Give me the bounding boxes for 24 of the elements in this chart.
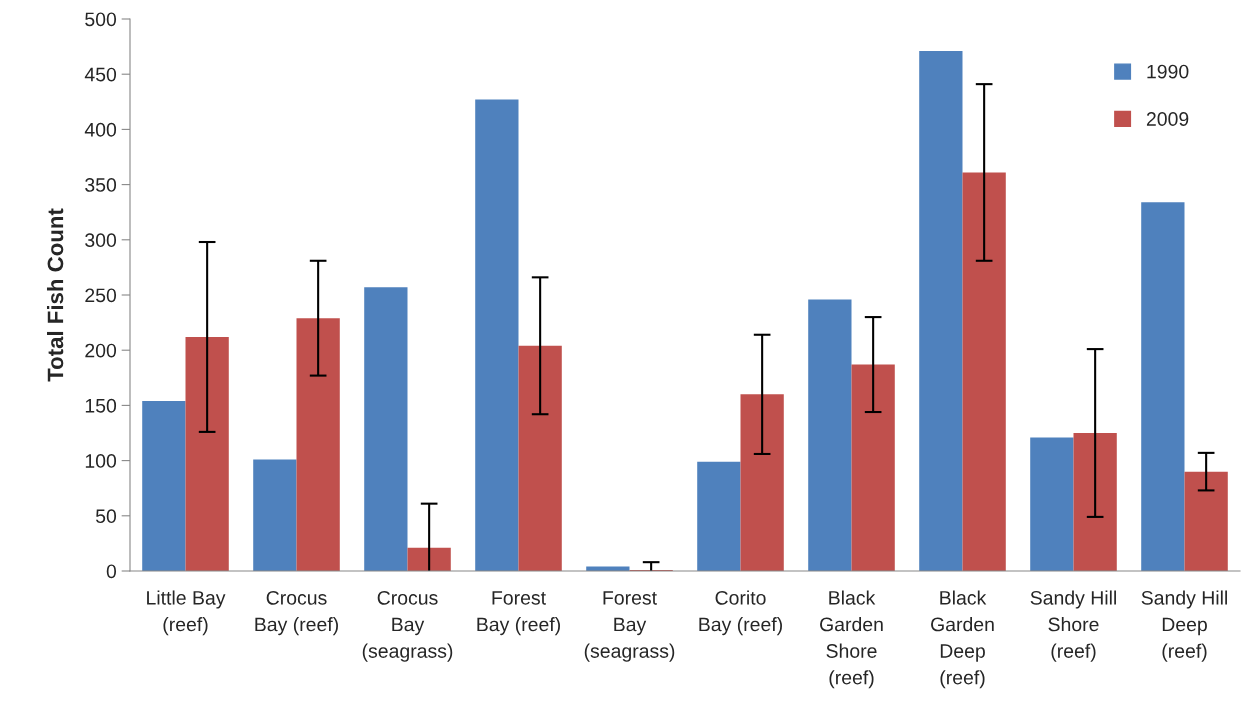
- y-tick-label: 200: [85, 343, 117, 358]
- x-tick-label: Forest Bay (reef): [477, 591, 560, 636]
- legend-label: 2009: [1146, 112, 1189, 126]
- x-tick-label: Sandy Hill Shore (reef): [1030, 590, 1116, 662]
- legend-label: 1990: [1147, 64, 1189, 79]
- y-tick-label: 250: [85, 288, 117, 303]
- x-tick-label: Forest Bay (seagrass): [584, 591, 675, 662]
- x-tick-label: Black Garden Shore (reef): [820, 590, 883, 689]
- x-tick-label: Corito Bay (reef): [699, 590, 782, 636]
- x-tick-label: Crocus Bay (seagrass): [362, 590, 453, 662]
- x-tick-label: Black Garden Deep (reef): [931, 590, 994, 689]
- y-tick-label: 100: [85, 454, 117, 468]
- x-tick-label: Crocus Bay (reef): [255, 590, 338, 636]
- y-tick-label: 500: [85, 12, 117, 27]
- y-axis-title: Total Fish Count: [46, 208, 64, 382]
- y-tick-label: 50: [95, 509, 117, 524]
- y-tick-label: 150: [85, 398, 117, 413]
- y-tick-label: 300: [85, 233, 117, 248]
- y-tick-label: 0: [106, 564, 117, 579]
- x-tick-label: Little Bay (reef): [147, 590, 226, 636]
- y-tick-label: 450: [84, 67, 117, 82]
- x-tick-label: Sandy Hill Deep (reef): [1141, 590, 1227, 662]
- y-tick-label: 350: [85, 178, 117, 192]
- y-tick-label: 400: [84, 122, 117, 137]
